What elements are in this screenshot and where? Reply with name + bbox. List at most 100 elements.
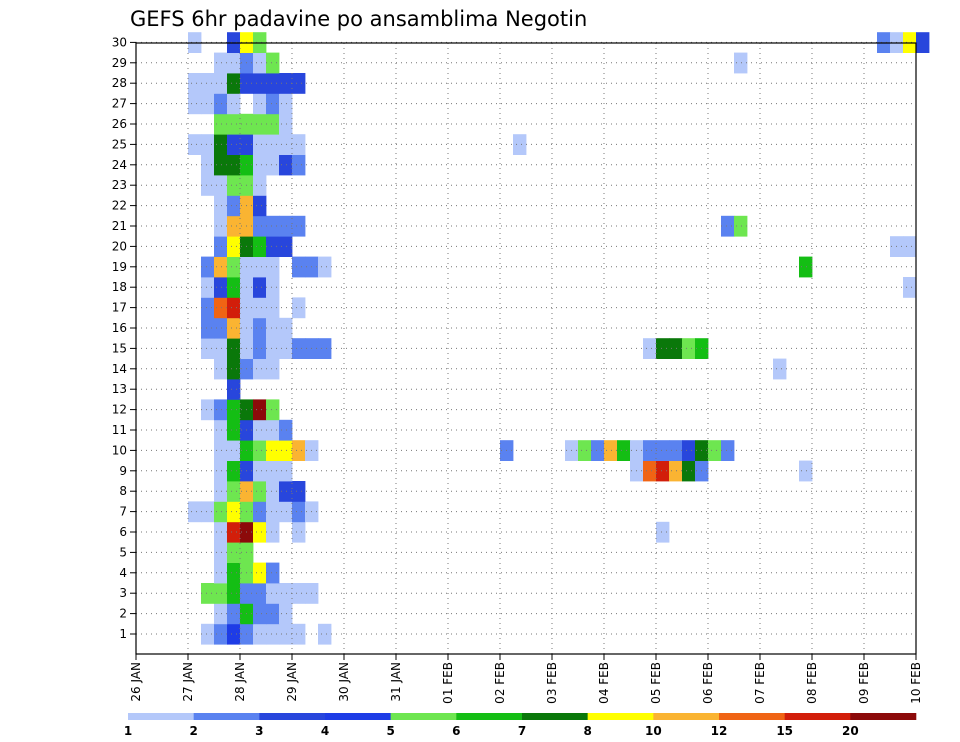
- legend-swatch: [193, 713, 260, 720]
- heatmap-cell: [266, 440, 280, 461]
- heatmap-cell: [279, 113, 293, 135]
- heatmap-cell: [292, 73, 306, 94]
- heatmap-cell: [903, 236, 917, 257]
- legend-swatch: [390, 713, 457, 720]
- heatmap-cell: [292, 481, 306, 502]
- heatmap-cell: [279, 603, 293, 625]
- heatmap-cell: [279, 623, 293, 645]
- heatmap-cell: [214, 440, 228, 461]
- heatmap-cell: [188, 501, 202, 523]
- x-tick-label: 31 JAN: [389, 662, 403, 702]
- heatmap-cell: [214, 338, 228, 359]
- heatmap-cell: [669, 338, 683, 359]
- heatmap-cell: [253, 562, 267, 584]
- legend-swatch: [522, 713, 588, 720]
- heatmap-cell: [279, 134, 293, 155]
- heatmap-cell: [227, 501, 241, 523]
- legend-label: 8: [583, 724, 591, 738]
- y-tick-label: 18: [112, 280, 127, 294]
- y-tick-label: 22: [112, 199, 127, 213]
- y-tick-label: 29: [112, 56, 127, 70]
- heatmap-cell: [292, 583, 306, 604]
- heatmap-cell: [279, 215, 293, 237]
- heatmap-cell: [266, 236, 280, 257]
- heatmap-cell: [253, 481, 267, 502]
- y-tick-label: 19: [112, 260, 127, 274]
- heatmap-cell: [643, 440, 657, 461]
- y-tick-label: 30: [112, 35, 127, 49]
- legend-label: 6: [452, 724, 460, 738]
- heatmap-cell: [279, 236, 293, 257]
- heatmap-cell: [643, 338, 657, 359]
- x-tick-label: 09 FEB: [857, 662, 871, 704]
- y-tick-label: 3: [119, 586, 127, 600]
- heatmap-cell: [253, 603, 267, 625]
- heatmap-cell: [266, 256, 280, 278]
- legend-swatch: [259, 713, 326, 720]
- legend-label: 1: [124, 724, 132, 738]
- legend-swatch: [653, 713, 720, 720]
- heatmap-cell: [227, 317, 241, 339]
- heatmap-cell: [292, 501, 306, 523]
- heatmap-cell: [266, 623, 280, 645]
- heatmap-cell: [292, 215, 306, 237]
- heatmap-cell: [292, 256, 306, 278]
- heatmap-cell: [734, 215, 748, 237]
- heatmap-cell: [188, 134, 202, 155]
- chart-title: GEFS 6hr padavine po ansamblima Negotin: [130, 7, 587, 31]
- legend-swatch: [587, 713, 654, 720]
- heatmap-cell: [266, 297, 280, 319]
- heatmap-cell: [214, 134, 228, 155]
- x-tick-label: 26 JAN: [129, 662, 143, 702]
- heatmap-cell: [227, 399, 241, 421]
- x-tick-label: 27 JAN: [181, 662, 195, 702]
- color-legend: 1 2 3 4 5 6 7 8 10 12 15 20: [124, 713, 917, 738]
- heatmap-cell: [201, 93, 215, 115]
- heatmap-cell: [227, 236, 241, 257]
- heatmap-cell: [578, 440, 592, 461]
- heatmap-cell: [279, 317, 293, 339]
- heatmap-cell: [253, 93, 267, 115]
- heatmap-cell: [214, 215, 228, 237]
- legend-label: 10: [645, 724, 662, 738]
- heatmap-cell: [227, 419, 241, 441]
- heatmap-cell: [214, 175, 228, 196]
- heatmap-cell: [227, 460, 241, 482]
- y-tick-label: 10: [112, 443, 127, 457]
- heatmap-cell: [721, 215, 735, 237]
- heatmap-cell: [279, 440, 293, 461]
- heatmap-cell: [253, 73, 267, 94]
- x-tick-label: 28 JAN: [233, 662, 247, 702]
- heatmap-cell: [201, 399, 215, 421]
- heatmap-cell: [188, 93, 202, 115]
- heatmap-cell: [682, 460, 696, 482]
- heatmap-cell: [266, 93, 280, 115]
- heatmap-cell: [253, 195, 267, 217]
- y-tick-label: 1: [119, 627, 127, 641]
- x-tick-label: 08 FEB: [805, 662, 819, 704]
- heatmap-cell: [253, 623, 267, 645]
- heatmap-cell: [253, 338, 267, 359]
- heatmap-cell: [266, 399, 280, 421]
- y-tick-label: 13: [112, 382, 127, 396]
- y-tick-label: 7: [119, 505, 127, 519]
- y-tick-label: 5: [119, 545, 127, 559]
- legend-label: 4: [321, 724, 329, 738]
- heatmap-cell: [253, 277, 267, 298]
- y-tick-label: 28: [112, 76, 127, 90]
- x-tick-label: 10 FEB: [909, 662, 923, 704]
- heatmap-cell: [266, 603, 280, 625]
- heatmap-cell: [253, 175, 267, 196]
- heatmap-cell: [591, 440, 605, 461]
- heatmap-cell: [227, 623, 241, 645]
- grid-lines: [136, 41, 916, 654]
- legend-label: 15: [776, 724, 793, 738]
- heatmap-cell: [266, 562, 280, 584]
- y-axis-ticks: 1234567891011121314151617181920212223242…: [112, 35, 136, 641]
- heatmap-cell: [201, 256, 215, 278]
- legend-swatch: [325, 713, 391, 720]
- legend-label: 2: [189, 724, 197, 738]
- heatmap-cell: [214, 583, 228, 604]
- heatmap-cell: [214, 562, 228, 584]
